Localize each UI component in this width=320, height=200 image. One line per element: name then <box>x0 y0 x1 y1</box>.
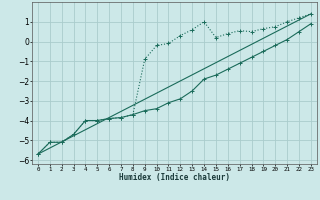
X-axis label: Humidex (Indice chaleur): Humidex (Indice chaleur) <box>119 173 230 182</box>
